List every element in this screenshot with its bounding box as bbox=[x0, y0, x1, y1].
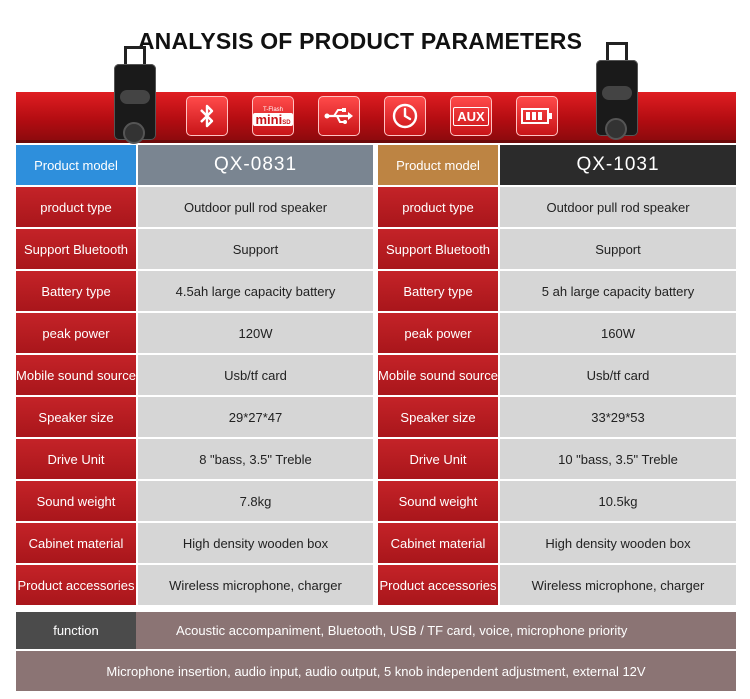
row-label-left: Speaker size bbox=[16, 397, 136, 437]
row-value-right: 160W bbox=[500, 313, 736, 353]
row-label-left: Cabinet material bbox=[16, 523, 136, 563]
row-value-right: Usb/tf card bbox=[500, 355, 736, 395]
row-label-right: Product accessories bbox=[378, 565, 498, 605]
page-title: ANALYSIS OF PRODUCT PARAMETERS bbox=[137, 28, 583, 54]
table-row: Battery type 4.5ah large capacity batter… bbox=[16, 271, 736, 311]
row-value-left: 8 "bass, 3.5" Treble bbox=[138, 439, 373, 479]
row-label-left: peak power bbox=[16, 313, 136, 353]
row-value-left: 7.8kg bbox=[138, 481, 373, 521]
row-label-left: Support Bluetooth bbox=[16, 229, 136, 269]
table-row: Speaker size 29*27*47 Speaker size 33*29… bbox=[16, 397, 736, 437]
row-value-right: High density wooden box bbox=[500, 523, 736, 563]
row-label-right: peak power bbox=[378, 313, 498, 353]
usb-icon bbox=[318, 96, 360, 136]
row-label-left: product type bbox=[16, 187, 136, 227]
row-label-left: Drive Unit bbox=[16, 439, 136, 479]
model-value-right: QX-1031 bbox=[500, 145, 736, 185]
table-row: Support Bluetooth Support Support Blueto… bbox=[16, 229, 736, 269]
row-value-left: Support bbox=[138, 229, 373, 269]
table-row: Mobile sound source Usb/tf card Mobile s… bbox=[16, 355, 736, 395]
tf-card-icon: T-Flash miniSD bbox=[252, 96, 294, 136]
row-value-right: 33*29*53 bbox=[500, 397, 736, 437]
row-value-right: Wireless microphone, charger bbox=[500, 565, 736, 605]
row-value-right: Outdoor pull rod speaker bbox=[500, 187, 736, 227]
table-row: peak power 120W peak power 160W bbox=[16, 313, 736, 353]
model-label-right: Product model bbox=[378, 145, 498, 185]
model-value-left: QX-0831 bbox=[138, 145, 373, 185]
row-value-right: Support bbox=[500, 229, 736, 269]
row-label-left: Product accessories bbox=[16, 565, 136, 605]
row-value-left: 4.5ah large capacity battery bbox=[138, 271, 373, 311]
function-label: function bbox=[16, 612, 136, 649]
function-line-2: Microphone insertion, audio input, audio… bbox=[16, 651, 736, 691]
model-header-row: Product model QX-0831 Product model QX-1… bbox=[16, 145, 736, 185]
row-value-right: 10.5kg bbox=[500, 481, 736, 521]
row-label-right: Cabinet material bbox=[378, 523, 498, 563]
row-label-right: Sound weight bbox=[378, 481, 498, 521]
battery-icon bbox=[516, 96, 558, 136]
bluetooth-icon bbox=[186, 96, 228, 136]
row-label-right: Drive Unit bbox=[378, 439, 498, 479]
row-label-right: Support Bluetooth bbox=[378, 229, 498, 269]
row-value-left: Usb/tf card bbox=[138, 355, 373, 395]
row-value-right: 10 "bass, 3.5" Treble bbox=[500, 439, 736, 479]
row-label-right: Battery type bbox=[378, 271, 498, 311]
speaker-image-right bbox=[596, 42, 638, 140]
row-value-left: Outdoor pull rod speaker bbox=[138, 187, 373, 227]
function-line-1: Acoustic accompaniment, Bluetooth, USB /… bbox=[176, 623, 628, 638]
aux-icon: AUX bbox=[450, 96, 492, 136]
row-label-right: product type bbox=[378, 187, 498, 227]
table-row: Product accessories Wireless microphone,… bbox=[16, 565, 736, 605]
table-row: Cabinet material High density wooden box… bbox=[16, 523, 736, 563]
row-label-left: Sound weight bbox=[16, 481, 136, 521]
row-value-left: Wireless microphone, charger bbox=[138, 565, 373, 605]
clock-icon bbox=[384, 96, 426, 136]
table-row: Sound weight 7.8kg Sound weight 10.5kg bbox=[16, 481, 736, 521]
function-row: function Acoustic accompaniment, Bluetoo… bbox=[16, 612, 736, 649]
row-label-left: Battery type bbox=[16, 271, 136, 311]
row-label-right: Mobile sound source bbox=[378, 355, 498, 395]
row-value-left: 29*27*47 bbox=[138, 397, 373, 437]
table-row: product type Outdoor pull rod speaker pr… bbox=[16, 187, 736, 227]
row-value-right: 5 ah large capacity battery bbox=[500, 271, 736, 311]
row-label-right: Speaker size bbox=[378, 397, 498, 437]
model-label-left: Product model bbox=[16, 145, 136, 185]
row-value-left: 120W bbox=[138, 313, 373, 353]
speaker-image-left bbox=[114, 46, 156, 144]
row-value-left: High density wooden box bbox=[138, 523, 373, 563]
row-label-left: Mobile sound source bbox=[16, 355, 136, 395]
table-row: Drive Unit 8 "bass, 3.5" Treble Drive Un… bbox=[16, 439, 736, 479]
feature-icons: T-Flash miniSD AUX bbox=[186, 96, 566, 136]
